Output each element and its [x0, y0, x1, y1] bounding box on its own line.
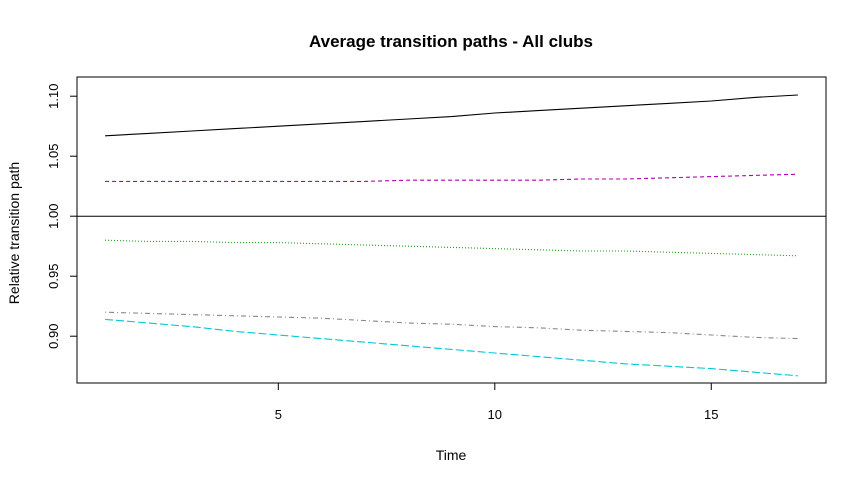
- y-tick-label: 0.95: [46, 264, 61, 289]
- y-tick-label: 0.90: [46, 324, 61, 349]
- y-tick-label: 1.00: [46, 204, 61, 229]
- series-line-2: [105, 173, 798, 182]
- y-axis-label: Relative transition path: [6, 162, 22, 304]
- x-tick-label: 10: [488, 407, 502, 422]
- series-line-5: [105, 318, 798, 377]
- x-axis: 5 10 15: [275, 383, 719, 422]
- series-line-3: [105, 239, 798, 257]
- plot-frame: [76, 76, 827, 384]
- x-axis-label: Time: [436, 447, 467, 463]
- series-line-4: [105, 311, 798, 340]
- x-tick-label: 5: [275, 407, 282, 422]
- y-tick-label: 1.05: [46, 144, 61, 169]
- y-tick-label: 1.10: [46, 84, 61, 109]
- series-layer: [105, 94, 798, 377]
- chart-title: Average transition paths - All clubs: [309, 32, 593, 51]
- y-axis: 0.90 0.95 1.00 1.05 1.10: [46, 84, 77, 349]
- series-line-1: [105, 94, 798, 137]
- x-tick-label: 15: [704, 407, 718, 422]
